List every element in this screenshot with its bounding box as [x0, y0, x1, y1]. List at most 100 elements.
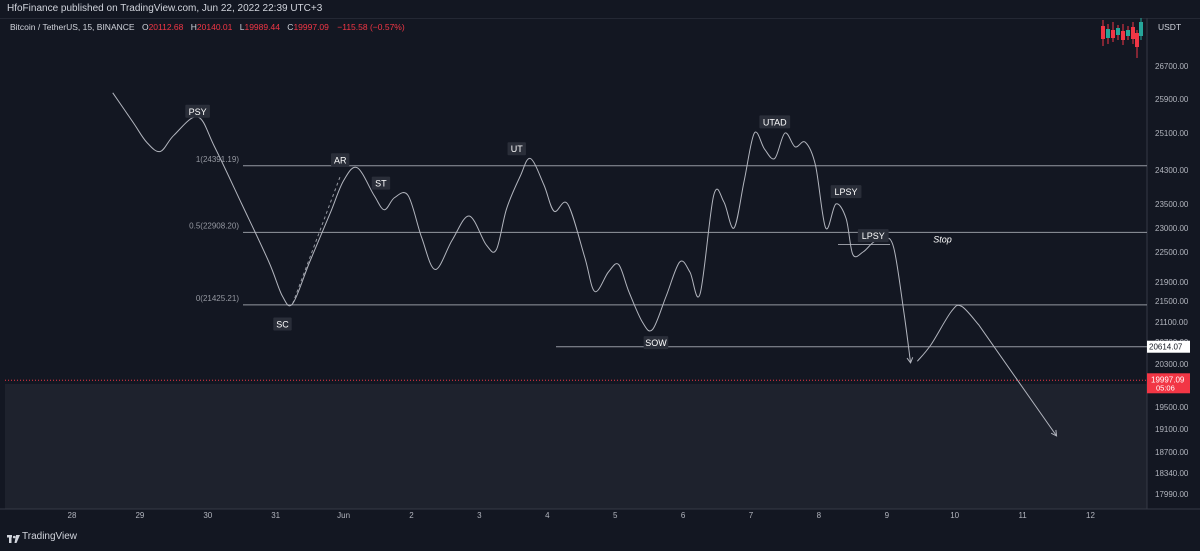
time-tick-label: 30: [203, 511, 212, 520]
price-axis[interactable]: 26700.00 25900.00 25100.00 24300.00 23500.00…: [1155, 62, 1189, 499]
price-tick-label: 22500.00: [1155, 248, 1189, 257]
fib-retracement[interactable]: 1(24391.19) 0.5(22908.20) 0(21425.21): [189, 155, 1147, 306]
price-tick-label: 18340.00: [1155, 469, 1189, 478]
currency-label: USDT: [1158, 22, 1181, 32]
low-value: 19989.44: [244, 22, 280, 32]
symbol-legend: Bitcoin / TetherUS, 15, BINANCE O20112.6…: [10, 22, 405, 32]
annotation-stop[interactable]: Stop: [933, 235, 952, 245]
price-tick-label: 25900.00: [1155, 95, 1189, 104]
time-tick-label: 31: [271, 511, 280, 520]
annotation-label: UTAD: [763, 117, 787, 127]
last-price-tag: 19997.09 05:06: [1147, 373, 1190, 394]
annotation-label: PSY: [189, 107, 207, 117]
last-price-tag-text: 19997.09: [1151, 375, 1185, 384]
time-tick-label: Jun: [337, 511, 350, 520]
open-value: 20112.68: [149, 22, 184, 32]
mini-candle: [1116, 28, 1120, 35]
annotation-ar[interactable]: AR: [331, 153, 350, 167]
time-tick-label: 9: [885, 511, 890, 520]
close-label: C: [287, 22, 293, 32]
fib-level-label: 0.5(22908.20): [189, 221, 239, 230]
open-label: O: [142, 22, 149, 32]
price-chart[interactable]: Bitcoin / TetherUS, 15, BINANCE O20112.6…: [0, 17, 1200, 546]
time-tick-label: 8: [817, 511, 822, 520]
low-label: L: [240, 22, 245, 32]
level-price-tag-bg: [1147, 340, 1190, 353]
mini-candle: [1121, 31, 1125, 40]
publisher-line: HfoFinance published on TradingView.com,…: [7, 3, 323, 14]
bar-countdown: 05:06: [1156, 383, 1175, 392]
price-tick-label: 21900.00: [1155, 278, 1189, 287]
arrowhead: [1050, 429, 1058, 437]
change-value: −115.58 (−0.57%): [337, 22, 405, 32]
symbol-label: Bitcoin / TetherUS, 15, BINANCE: [10, 22, 135, 32]
wyckoff-annotations[interactable]: PSY AR ST UT SC SOW UTAD LPSY LPSY Stop: [185, 104, 952, 350]
price-tick-label: 21500.00: [1155, 297, 1189, 306]
annotation-label: LPSY: [862, 231, 885, 241]
annotation-ut[interactable]: UT: [507, 142, 526, 156]
arrowheads: [906, 357, 1058, 437]
footer-brand[interactable]: TradingView: [22, 531, 78, 542]
mini-candle: [1139, 22, 1143, 36]
mini-candles: [1101, 18, 1143, 58]
time-tick-label: 2: [409, 511, 414, 520]
price-tick-label: 21100.00: [1155, 318, 1188, 327]
annotation-box: [331, 153, 350, 167]
publish-header: HfoFinance published on TradingView.com,…: [0, 0, 1200, 18]
annotation-box: [830, 185, 862, 199]
chart-area[interactable]: Bitcoin / TetherUS, 15, BINANCE O20112.6…: [0, 17, 1200, 546]
annotation-label: UT: [511, 144, 523, 154]
time-tick-label: 28: [68, 511, 77, 520]
level-price-tag: 20614.07: [1147, 340, 1190, 353]
svg-text:Bitcoin / TetherUS, 15, BINANC: Bitcoin / TetherUS, 15, BINANCE O20112.6…: [10, 22, 405, 32]
time-tick-label: 4: [545, 511, 550, 520]
ar-dashed-trendline[interactable]: [292, 176, 341, 304]
fib-level-label: 0(21425.21): [196, 294, 239, 303]
mini-candle: [1101, 26, 1105, 39]
projection-path[interactable]: [916, 304, 1057, 437]
fib-level-label: 1(24391.19): [196, 155, 239, 164]
annotation-label: LPSY: [835, 187, 858, 197]
annotation-lpsy[interactable]: LPSY: [830, 185, 862, 199]
time-tick-label: 6: [681, 511, 686, 520]
annotation-sc[interactable]: SC: [273, 317, 292, 331]
price-tick-label: 19500.00: [1155, 403, 1189, 412]
annotation-box: [507, 142, 526, 156]
mini-candle: [1111, 30, 1115, 38]
annotation-st[interactable]: ST: [371, 176, 391, 190]
price-tick-label: 17990.00: [1155, 490, 1189, 499]
annotation-label: Stop: [933, 235, 952, 245]
mini-candle: [1126, 30, 1130, 36]
mini-candle: [1106, 29, 1110, 38]
arrowhead: [906, 357, 914, 364]
time-tick-label: 5: [613, 511, 618, 520]
price-tick-label: 20300.00: [1155, 360, 1189, 369]
price-tick-label: 23000.00: [1155, 224, 1189, 233]
annotation-box: [273, 317, 292, 331]
annotation-label: SC: [276, 320, 289, 330]
annotation-sow[interactable]: SOW: [643, 336, 669, 350]
time-tick-label: 29: [135, 511, 144, 520]
level-price-tag-text: 20614.07: [1149, 343, 1183, 352]
lower-panel-shade: [5, 384, 1147, 509]
annotation-box: [371, 176, 391, 190]
high-value: 20140.01: [197, 22, 233, 32]
price-tick-label: 18700.00: [1155, 448, 1189, 457]
annotation-lpsy[interactable]: LPSY: [857, 229, 889, 243]
time-tick-label: 3: [477, 511, 482, 520]
wyckoff-price-path[interactable]: [112, 92, 912, 363]
annotation-box: [643, 336, 669, 350]
annotation-label: SOW: [645, 338, 667, 348]
tradingview-logo-icon[interactable]: [7, 532, 20, 543]
time-axis[interactable]: 28 29 30 31 Jun 2 3 4 5 6 7 8 9 10 11 12: [68, 511, 1096, 520]
mini-candle: [1131, 27, 1135, 39]
annotation-psy[interactable]: PSY: [185, 104, 210, 118]
high-label: H: [191, 22, 197, 32]
annotation-label: ST: [375, 179, 387, 189]
close-value: 19997.09: [293, 22, 329, 32]
price-tick-label: 26700.00: [1155, 62, 1189, 71]
last-price-tag-bg: [1147, 373, 1190, 394]
annotation-box: [857, 229, 889, 243]
annotation-utad[interactable]: UTAD: [759, 115, 791, 129]
annotation-label: AR: [334, 155, 347, 165]
